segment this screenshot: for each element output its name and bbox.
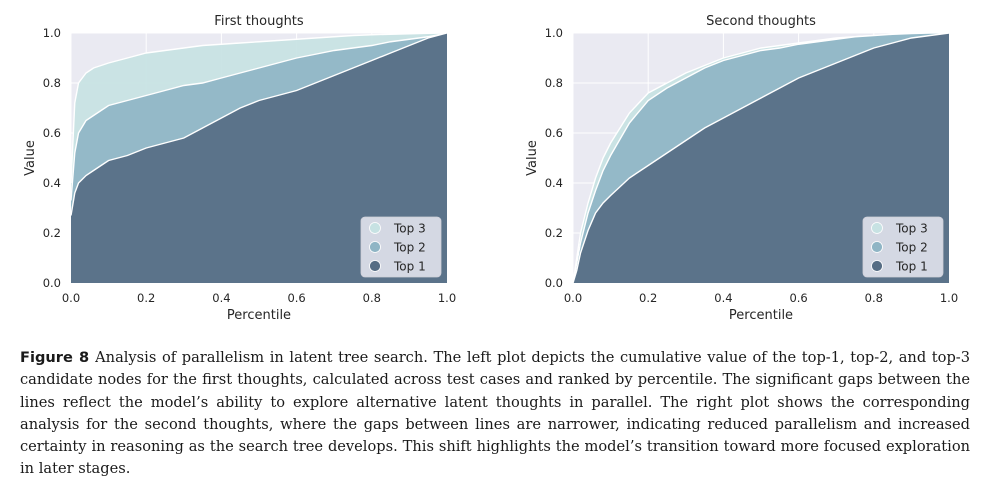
y-tick-label: 0.4 [545, 176, 563, 190]
x-tick-label: 0.6 [287, 291, 305, 305]
y-axis-label: Value [525, 140, 540, 176]
y-tick-label: 0.2 [43, 226, 61, 240]
x-tick-label: 0.8 [865, 291, 883, 305]
series-line-top-1 [572, 32, 950, 284]
x-tick-label: 0.2 [639, 291, 657, 305]
y-tick-label: 0.0 [545, 276, 563, 290]
legend: Top 3 Top 2 Top 1 [360, 216, 442, 278]
chart-panel-2: Second thoughts 0.0 0.2 0.4 0.6 0.8 1.0 0.0 0.2 0… [525, 14, 958, 323]
legend-label: Top 2 [895, 241, 928, 255]
legend-marker [369, 260, 381, 272]
x-tick-label: 1.0 [438, 291, 456, 305]
legend-label: Top 3 [895, 222, 928, 236]
legend-label: Top 3 [393, 222, 426, 236]
legend-marker [369, 222, 381, 234]
legend-box [862, 216, 944, 278]
y-tick-label: 0.4 [43, 176, 61, 190]
chart-panel-1: First thoughts 0.0 0.2 0.4 0.6 0.8 1.0 0.0 0.2 0.… [23, 14, 456, 323]
caption-label: Figure 8 [20, 349, 90, 366]
legend-label: Top 2 [393, 241, 426, 255]
y-tick-label: 0.0 [43, 276, 61, 290]
x-tick-label: 0.8 [363, 291, 381, 305]
x-axis-label: Percentile [729, 308, 793, 323]
y-tick-label: 0.2 [545, 226, 563, 240]
x-tick-label: 1.0 [940, 291, 958, 305]
legend-label: Top 1 [895, 260, 928, 274]
y-tick-label: 0.8 [545, 76, 563, 90]
chart-title: First thoughts [214, 14, 304, 29]
x-tick-label: 0.4 [714, 291, 732, 305]
series-line-top-2 [572, 32, 949, 284]
series-line-top-2 [70, 32, 448, 201]
y-tick-label: 0.8 [43, 76, 61, 90]
figure-8-charts: First thoughts 0.0 0.2 0.4 0.6 0.8 1.0 0.0 0.2 0.… [23, 14, 958, 323]
y-tick-label: 0.6 [43, 126, 61, 140]
x-tick-label: 0.0 [62, 291, 80, 305]
y-axis-label: Value [23, 140, 38, 176]
series-area-top-1 [71, 33, 447, 283]
x-tick-label: 0.4 [212, 291, 230, 305]
series-line-top-3 [70, 32, 448, 184]
x-tick-label: 0.6 [789, 291, 807, 305]
x-axis-label: Percentile [227, 308, 291, 323]
y-tick-label: 1.0 [43, 26, 61, 40]
x-tick-label: 0.0 [564, 291, 582, 305]
y-tick-label: 0.6 [545, 126, 563, 140]
legend-marker [871, 260, 883, 272]
figure-caption: Figure 8 Analysis of parallelism in laten… [20, 347, 970, 481]
legend-marker [369, 241, 381, 253]
legend-box [360, 216, 442, 278]
legend-label: Top 1 [393, 260, 426, 274]
series-area-top-1 [573, 33, 949, 283]
chart-title: Second thoughts [706, 14, 816, 29]
legend-marker [871, 222, 883, 234]
legend-marker [871, 241, 883, 253]
y-tick-label: 1.0 [545, 26, 563, 40]
x-tick-label: 0.2 [137, 291, 155, 305]
caption-text: Analysis of parallelism in latent tree s… [20, 349, 971, 478]
legend: Top 3 Top 2 Top 1 [862, 216, 944, 278]
series-line-top-1 [70, 32, 448, 216]
